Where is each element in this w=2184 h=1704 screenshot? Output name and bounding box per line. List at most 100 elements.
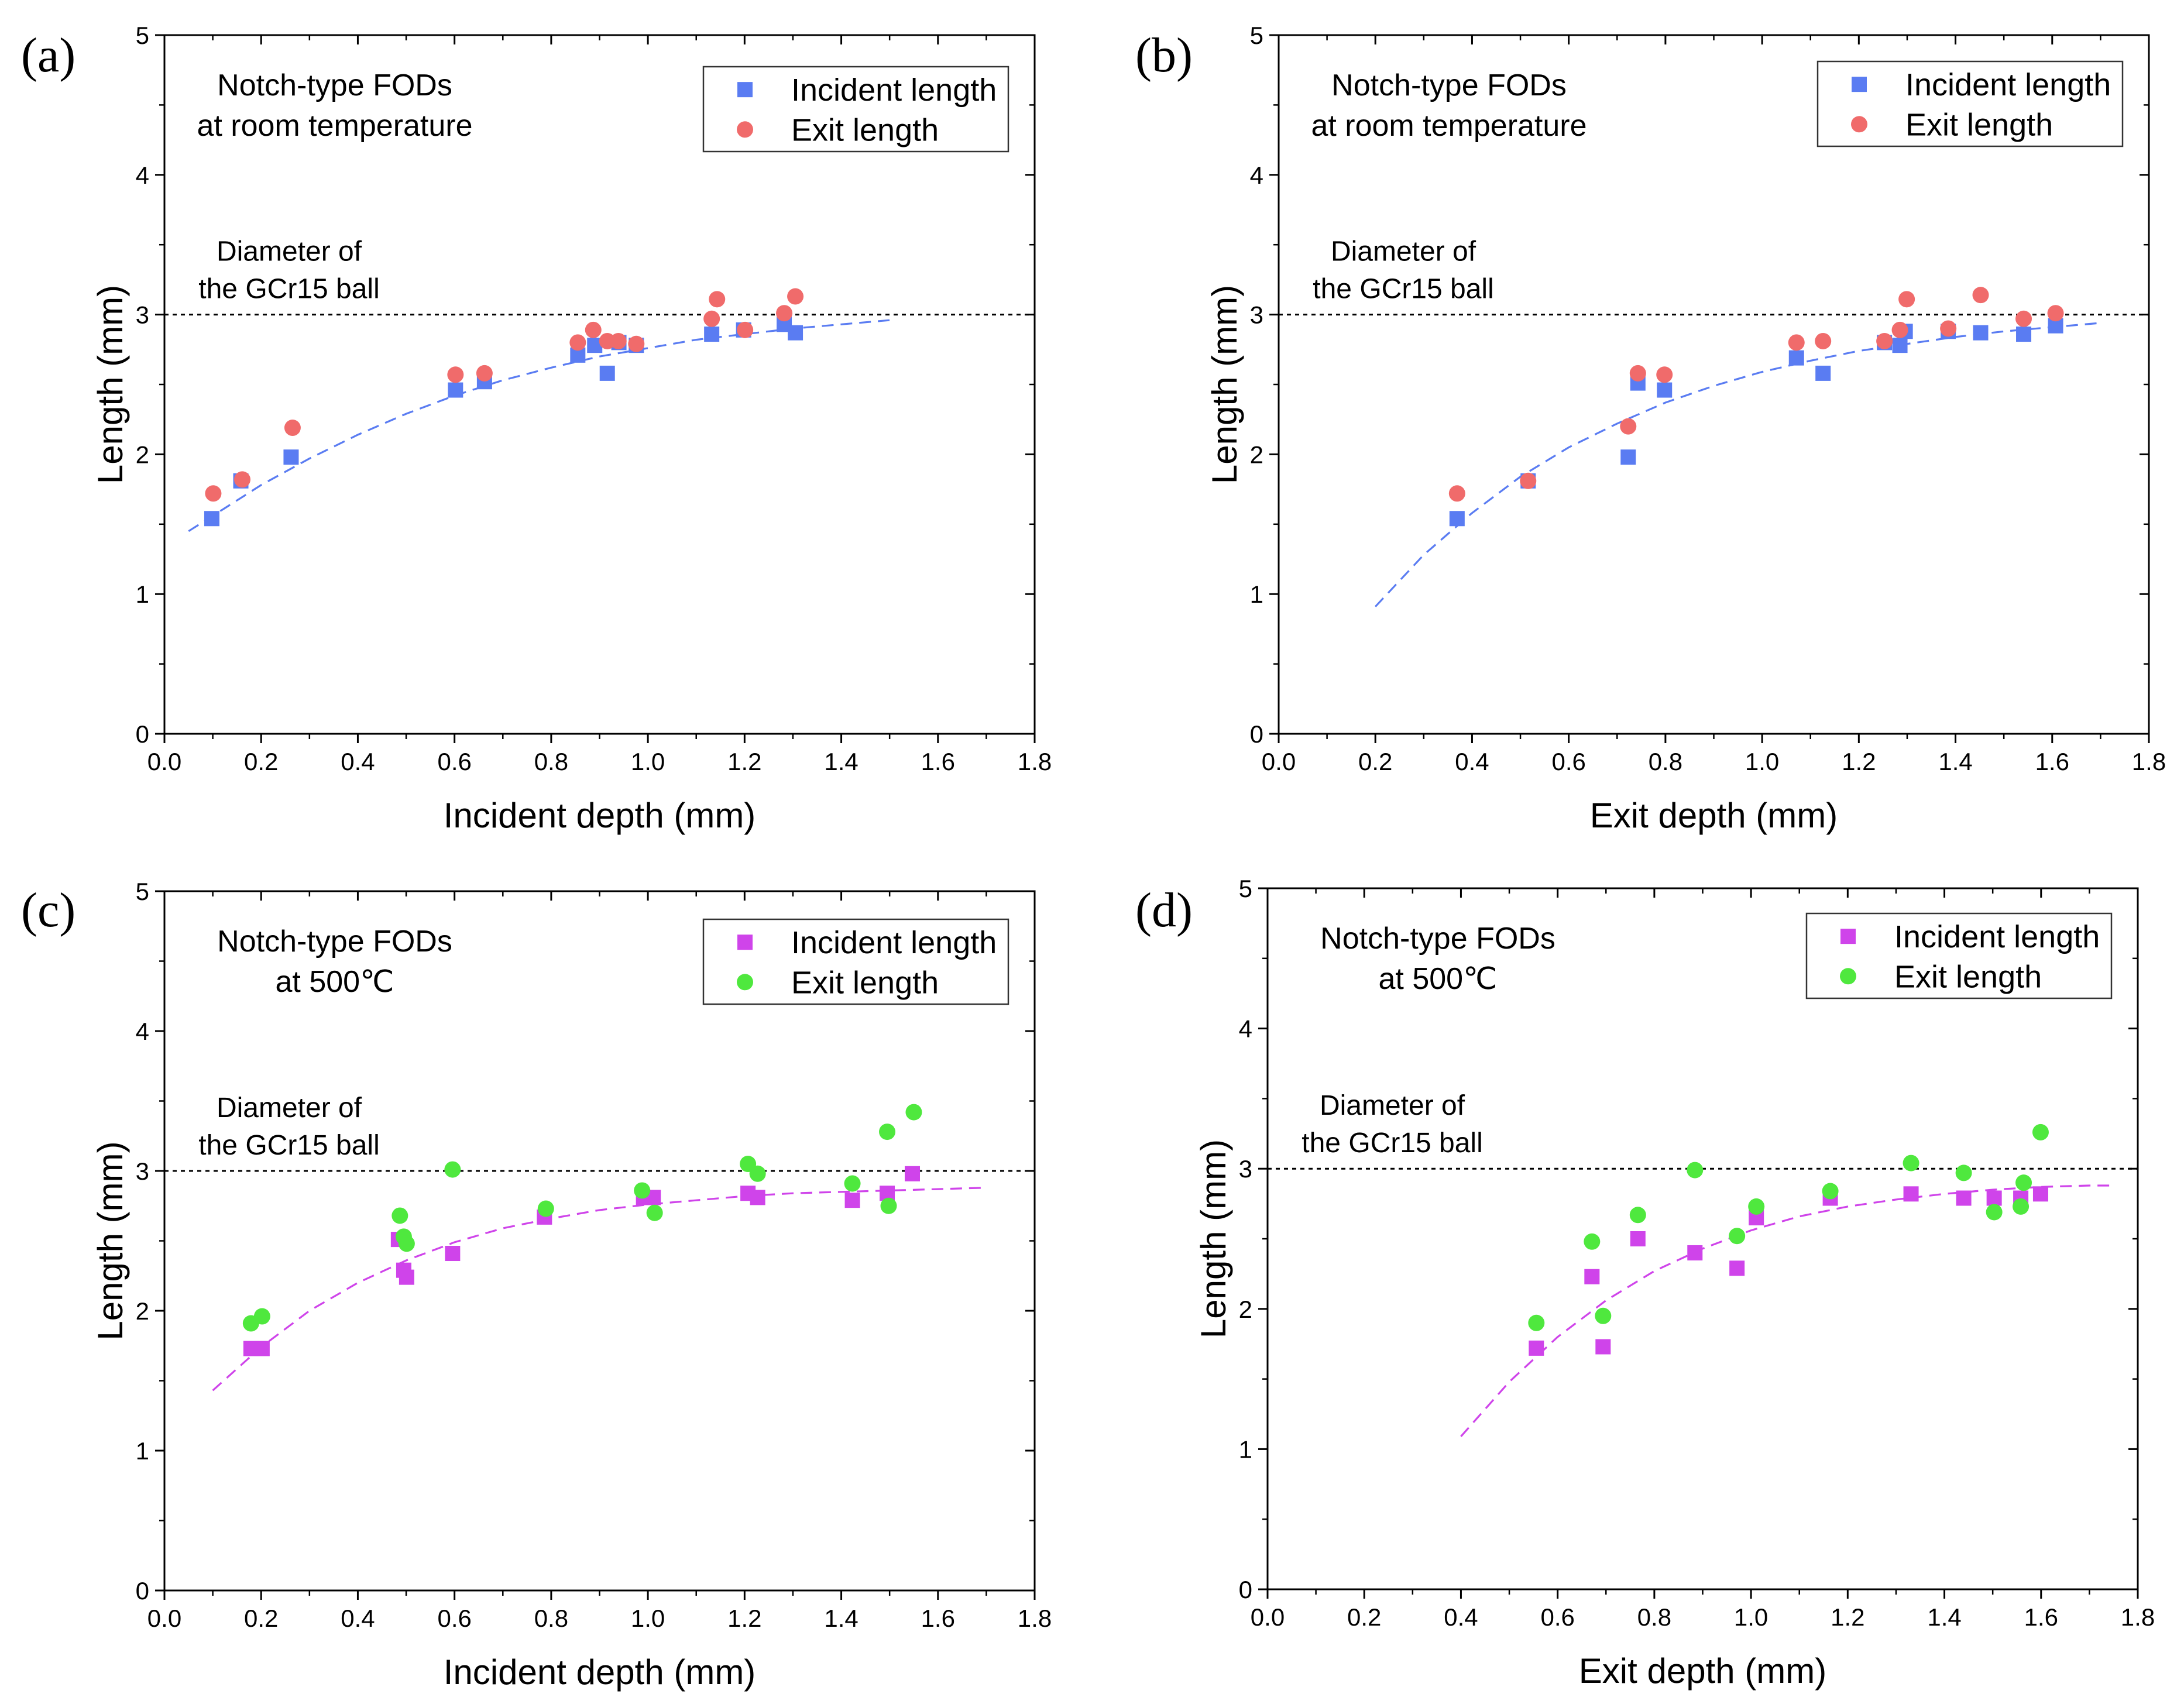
x-tick-label: 1.6	[2024, 1603, 2058, 1631]
incident-length-point	[599, 365, 615, 381]
incident-length-series	[243, 1166, 920, 1356]
incident-length-point	[254, 1341, 270, 1356]
x-tick-label: 1.6	[2035, 748, 2069, 775]
panel-c: (c) Diameter of the GCr15 ball Notch-type F…	[21, 878, 1052, 1692]
y-tick-label: 3	[1250, 301, 1263, 329]
x-tick-label: 0.8	[1649, 748, 1682, 775]
x-tick-label: 0.6	[437, 748, 471, 775]
incident-length-point	[283, 449, 299, 465]
incident-length-point	[1815, 365, 1831, 381]
y-tick-label: 2	[136, 1297, 149, 1325]
x-tick-label: 0.2	[244, 1605, 278, 1632]
incident-length-point	[1892, 338, 1908, 353]
exit-length-point	[1629, 365, 1646, 382]
x-tick-label: 1.0	[631, 748, 665, 775]
reference-label-line-1: Diameter of	[1331, 236, 1476, 267]
exit-length-point	[1595, 1307, 1612, 1324]
reference-label-line-1: Diameter of	[217, 1093, 362, 1124]
x-tick-label: 0.0	[1262, 748, 1296, 775]
incident-length-point	[399, 1269, 414, 1285]
exit-length-point	[1448, 485, 1465, 502]
exit-length-point	[2047, 305, 2064, 322]
exit-length-point	[1955, 1164, 1972, 1181]
x-tick-label: 1.0	[631, 1605, 665, 1632]
x-tick-label: 0.4	[1455, 748, 1489, 775]
exit-length-point	[253, 1308, 270, 1325]
exit-length-point	[1940, 320, 1957, 337]
y-tick-label: 0	[136, 720, 149, 748]
incident-length-point	[1595, 1339, 1611, 1355]
legend: Incident length Exit length	[1805, 912, 2113, 999]
x-tick-label: 0.0	[147, 748, 181, 775]
exit-length-point	[879, 1124, 896, 1140]
x-axis-title: Incident depth (mm)	[444, 796, 756, 835]
x-tick-label: 1.2	[727, 1605, 761, 1632]
x-tick-label: 1.6	[921, 748, 955, 775]
y-tick-label: 2	[136, 441, 149, 468]
exit-length-point	[776, 305, 793, 322]
incident-length-point	[1956, 1190, 1972, 1206]
incident-length-point	[1788, 350, 1804, 366]
x-tick-label: 1.8	[2121, 1603, 2155, 1631]
x-tick-label: 1.8	[2132, 748, 2166, 775]
exit-length-point	[1876, 332, 1893, 349]
fit-curve	[188, 319, 890, 532]
reference-label-line-2: the GCr15 ball	[198, 1130, 380, 1161]
x-tick-label: 0.2	[244, 748, 278, 775]
y-tick-label: 0	[1239, 1576, 1252, 1603]
x-tick-label: 1.4	[824, 1605, 858, 1632]
incident-length-series	[1449, 318, 2063, 527]
panel-label: (d)	[1135, 883, 1193, 937]
exit-length-point	[1584, 1233, 1601, 1250]
reference-label-line-2: the GCr15 ball	[1313, 274, 1494, 305]
x-tick-label: 0.0	[1251, 1603, 1285, 1631]
y-tick-label: 4	[136, 1018, 149, 1045]
y-tick-label: 1	[1239, 1435, 1252, 1463]
x-tick-label: 0.4	[1444, 1603, 1478, 1631]
reference-label-line-2: the GCr15 ball	[1302, 1128, 1483, 1159]
legend-marker-exit-length	[1840, 968, 1856, 985]
annotation-line-1: Notch-type FODs	[1320, 922, 1555, 956]
incident-length-point	[1529, 1340, 1544, 1356]
legend-marker-exit-length	[737, 974, 753, 991]
exit-length-point	[444, 1161, 461, 1178]
incident-length-point	[1620, 449, 1636, 465]
exit-length-point	[737, 321, 754, 338]
x-tick-label: 0.2	[1347, 1603, 1381, 1631]
panel-label: (b)	[1135, 28, 1193, 83]
x-tick-label: 0.8	[534, 1605, 568, 1632]
exit-length-point	[703, 310, 720, 327]
y-tick-label: 1	[1250, 580, 1263, 608]
fit-curve	[1460, 1184, 2114, 1437]
x-tick-label: 0.6	[1540, 1603, 1574, 1631]
legend-marker-incident-length	[1840, 929, 1856, 944]
incident-length-point	[844, 1193, 860, 1208]
exit-length-point	[2015, 310, 2032, 327]
exit-length-point	[1898, 291, 1915, 308]
y-tick-label: 2	[1239, 1296, 1252, 1323]
exit-length-point	[1729, 1228, 1746, 1245]
panel-label: (a)	[21, 28, 75, 83]
annotation-line-2: at room temperature	[1311, 109, 1587, 143]
exit-length-point	[610, 332, 627, 349]
legend: Incident length Exit length	[702, 918, 1009, 1005]
incident-length-point	[1729, 1260, 1745, 1276]
reference-label-line-1: Diameter of	[217, 236, 362, 267]
exit-length-point	[585, 321, 602, 338]
x-axis-title: Exit depth (mm)	[1579, 1651, 1826, 1691]
exit-length-series	[1448, 287, 2064, 502]
y-tick-label: 3	[136, 301, 149, 329]
incident-length-point	[1630, 1231, 1646, 1246]
exit-length-series	[205, 288, 804, 502]
y-tick-label: 4	[136, 162, 149, 189]
y-tick-label: 3	[136, 1157, 149, 1185]
exit-length-point	[1788, 334, 1805, 351]
panel-d: (d) Diameter of the GCr15 ball Notch-type F…	[1135, 875, 2155, 1691]
x-tick-label: 0.6	[1551, 748, 1585, 775]
x-tick-label: 0.6	[437, 1605, 471, 1632]
legend-marker-exit-length	[737, 121, 753, 138]
annotation-line-2: at room temperature	[197, 109, 472, 143]
exit-length-point	[1972, 287, 1989, 304]
legend-label-exit-length: Exit length	[1905, 107, 2053, 142]
